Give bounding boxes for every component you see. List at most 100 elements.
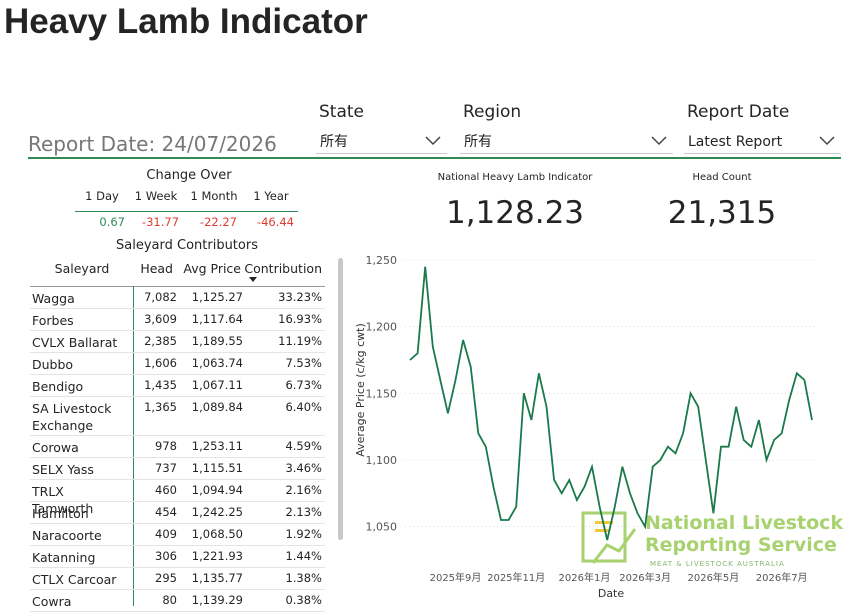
dropdown[interactable]: 所有 (316, 128, 447, 154)
underline (75, 211, 298, 212)
section-title: Saleyard Contributors (116, 238, 258, 253)
table-cell: 1,139.29 (191, 593, 243, 607)
table-cell: 1,135.77 (191, 571, 243, 585)
change-value: -31.77 (141, 215, 179, 229)
chevron (425, 136, 441, 146)
saleyard-name: SA Livestock Exchange (32, 401, 112, 433)
kpi-label: Head Count (692, 172, 752, 183)
saleyard-name: CTLX Carcoar (32, 572, 117, 587)
row-border (30, 589, 325, 590)
table-cell: 2.13% (285, 505, 322, 519)
row-border (30, 396, 325, 397)
table-cell: 1,125.27 (191, 290, 243, 304)
y-tick-label: 1,050 (366, 521, 398, 534)
column-header: 1 Week (134, 189, 178, 203)
row-border (30, 435, 325, 436)
table-cell: 1.92% (285, 527, 322, 541)
table-cell: 1.44% (285, 549, 322, 563)
table-cell: 1,063.74 (191, 356, 243, 370)
divider (28, 157, 841, 159)
logo-text: National Livestock (645, 512, 843, 534)
x-tick-label: 2026年7月 (756, 571, 808, 584)
filter-label: Report Date (687, 102, 790, 122)
filter-label: Region (463, 102, 522, 122)
page-title: Heavy Lamb Indicator (4, 2, 368, 41)
saleyard-name: CVLX Ballarat (32, 335, 118, 350)
row-border (30, 479, 325, 480)
dropdown-value: 所有 (320, 134, 348, 150)
row-border (30, 308, 325, 309)
y-tick-label: 1,250 (366, 254, 398, 267)
saleyard-name: TRLX Tamworth (32, 484, 94, 516)
table-cell: 978 (155, 439, 177, 453)
price-line (409, 266, 813, 541)
table-cell: 3,609 (144, 312, 177, 326)
header-border (30, 286, 325, 287)
table-cell: 1,365 (144, 400, 177, 414)
row-border (30, 501, 325, 502)
dropdown-value: Latest Report (688, 134, 783, 150)
column-header: 1 Year (253, 189, 289, 203)
report-date: Report Date: 24/07/2026 (28, 132, 277, 156)
saleyard-name: Hamilton (32, 506, 89, 521)
y-axis-label: Average Price (c/kg cwt) (354, 323, 367, 457)
change-value: 0.67 (99, 215, 125, 229)
dropdown[interactable]: 所有 (460, 128, 673, 154)
change-value: -22.27 (199, 215, 237, 229)
column-border (133, 286, 134, 606)
logo-icon-line (591, 528, 637, 564)
change-value: -46.44 (256, 215, 294, 229)
table-cell: 4.59% (285, 439, 322, 453)
x-tick-label: 2026年1月 (559, 571, 611, 584)
table-cell: 295 (155, 571, 177, 585)
logo-text: Reporting Service (645, 534, 837, 556)
row-border (30, 352, 325, 353)
kpi-value: 1,128.23 (445, 195, 585, 231)
table-cell: 1,068.50 (191, 527, 243, 541)
chevron (819, 136, 835, 146)
table-cell: 7,082 (144, 290, 177, 304)
table-cell: 1,117.64 (191, 312, 243, 326)
y-tick-label: 1,150 (366, 387, 398, 400)
scrollbar[interactable] (338, 258, 343, 540)
x-axis-label: Date (598, 587, 625, 600)
table-cell: 460 (155, 483, 177, 497)
column-header: Saleyard (54, 261, 110, 276)
sort-arrow (249, 277, 257, 282)
column-header: Head (140, 261, 173, 276)
chevron (651, 136, 667, 146)
table-cell: 1.38% (285, 571, 322, 585)
x-tick-label: 2026年3月 (619, 571, 671, 584)
saleyard-name: Wagga (32, 291, 75, 306)
table-cell: 737 (155, 461, 177, 475)
table-cell: 1,221.93 (191, 549, 243, 563)
line-chart: National Livestock Reporting Service MEA… (354, 254, 843, 600)
table-cell: 1,253.11 (191, 439, 243, 453)
kpi-label: National Heavy Lamb Indicator (437, 172, 593, 183)
logo: National Livestock Reporting Service MEA… (581, 511, 843, 568)
row-border (30, 523, 325, 524)
table-cell: 0.38% (285, 593, 322, 607)
table-cell: 409 (155, 527, 177, 541)
table-cell: 3.46% (285, 461, 322, 475)
table-cell: 306 (155, 549, 177, 563)
row-border (30, 374, 325, 375)
x-tick-label: 2025年11月 (487, 571, 545, 584)
x-tick-label: 2026年5月 (687, 571, 739, 584)
column-header: 1 Month (190, 189, 238, 203)
table-cell: 1,189.55 (191, 334, 243, 348)
table-cell: 1,067.11 (191, 378, 243, 392)
row-border (30, 330, 325, 331)
dropdown[interactable]: Latest Report (684, 128, 841, 154)
table-cell: 7.53% (285, 356, 322, 370)
saleyard-name: Naracoorte (32, 528, 102, 543)
row-border (30, 457, 325, 458)
table-cell: 33.23% (278, 290, 322, 304)
saleyard-name: Corowa (32, 440, 79, 455)
table-cell: 1,115.51 (191, 461, 243, 475)
column-header: Avg Price (183, 261, 241, 276)
table-cell: 6.40% (285, 400, 322, 414)
y-tick-label: 1,100 (366, 454, 398, 467)
table-cell: 80 (162, 593, 177, 607)
